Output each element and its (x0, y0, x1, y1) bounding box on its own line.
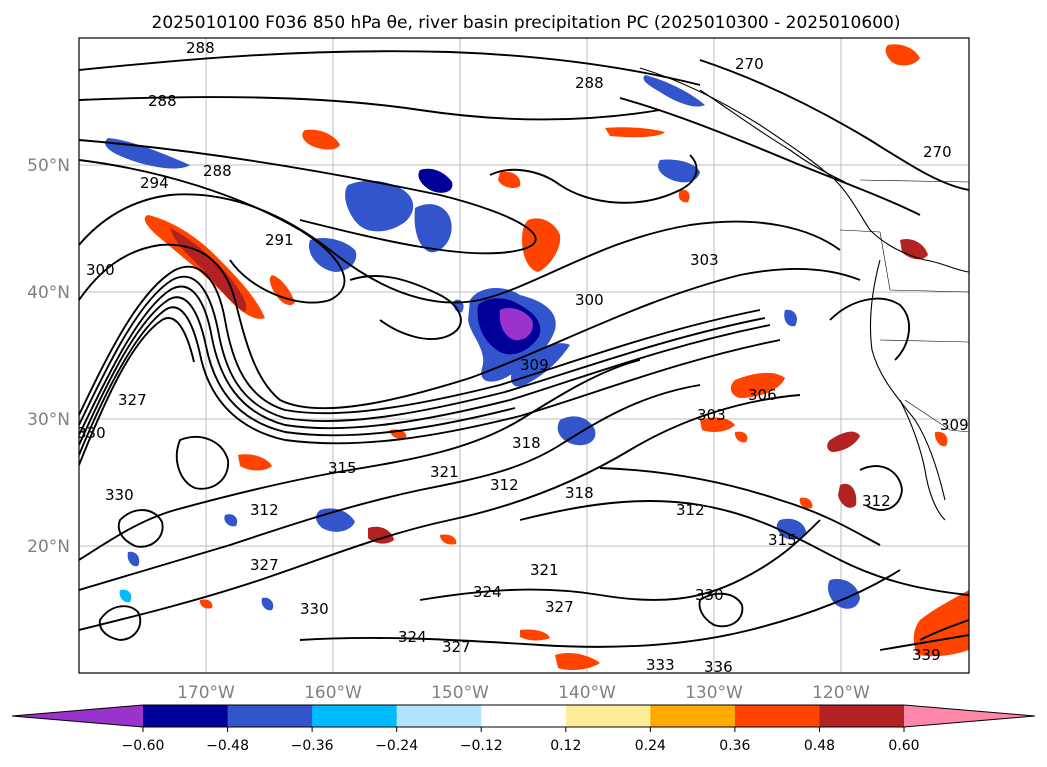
colorbar-bin (396, 705, 482, 727)
colorbar-tick-label: −0.24 (375, 738, 418, 754)
contour-label: 312 (490, 476, 519, 494)
lat-label: 30°N (27, 410, 70, 430)
lon-label: 160°W (304, 683, 362, 703)
contour-label: 330 (300, 600, 329, 618)
lat-label: 40°N (27, 283, 70, 303)
longitude-labels: 170°W 160°W 150°W 140°W 130°W 120°W (177, 683, 870, 703)
colorbar-bin (143, 705, 229, 727)
colorbar-bin (312, 705, 398, 727)
colorbar-tick-label: 0.36 (719, 738, 750, 754)
contour-label: 315 (328, 459, 357, 477)
contour-label: 330 (105, 486, 134, 504)
contour-label: 294 (140, 174, 169, 192)
coastlines (639, 67, 969, 521)
colorbar-bin (565, 705, 651, 727)
colorbar-bin (819, 705, 905, 727)
contour-label: 333 (646, 656, 675, 674)
colorbar-bins (143, 705, 905, 727)
contour-label: 309 (940, 416, 969, 434)
colorbar-tick-label: 0.24 (635, 738, 666, 754)
colorbar-ticks: −0.60 −0.48 −0.36 −0.24 −0.12 0.12 0.24 0.36 0.4… (122, 727, 920, 754)
contour-label: 306 (748, 386, 777, 404)
map-frame (78, 37, 970, 674)
contour-label: 339 (912, 646, 941, 664)
contour-label: 288 (203, 162, 232, 180)
contour-label: 312 (862, 492, 891, 510)
contour-label: 270 (735, 55, 764, 73)
contour-label: 312 (250, 501, 279, 519)
contour-label: 315 (768, 531, 797, 549)
contour-label: 321 (430, 463, 459, 481)
contour-label: 330 (695, 586, 724, 604)
contour-label: 327 (545, 598, 574, 616)
contour-label: 324 (473, 583, 502, 601)
lon-label: 150°W (431, 683, 489, 703)
lon-label: 170°W (177, 683, 235, 703)
contour-label: 312 (676, 501, 705, 519)
map-plot-area (79, 38, 969, 673)
contour-labels: 288 288 288 270 288 270 294 291 300 303 … (77, 39, 969, 676)
colorbar-bin (650, 705, 736, 727)
contour-label: 288 (575, 74, 604, 92)
contour-label: 318 (565, 484, 594, 502)
colorbar-tick-label: 0.60 (888, 738, 919, 754)
colorbar-bin (227, 705, 313, 727)
contour-label: 327 (250, 556, 279, 574)
colorbar-tick-label: −0.48 (206, 738, 249, 754)
precip-shading (105, 44, 969, 671)
contour-label: 327 (442, 638, 471, 656)
lat-label: 20°N (27, 537, 70, 557)
contour-label: 303 (697, 406, 726, 424)
contour-label: 309 (520, 356, 549, 374)
lon-label: 140°W (558, 683, 616, 703)
contour-label: 270 (923, 143, 952, 161)
colorbar-over-triangle (904, 705, 1035, 727)
colorbar-tick-label: −0.60 (122, 738, 165, 754)
contour-label: 330 (77, 424, 106, 442)
lon-label: 130°W (685, 683, 743, 703)
contour-label: 288 (186, 39, 215, 57)
contour-label: 336 (704, 658, 733, 676)
colorbar-tick-label: −0.36 (291, 738, 334, 754)
colorbar-tick-label: −0.12 (460, 738, 503, 754)
contour-label: 300 (86, 261, 115, 279)
colorbar: −0.60 −0.48 −0.36 −0.24 −0.12 0.12 0.24 0.36 0.4… (11, 704, 1036, 754)
colorbar-bin (481, 705, 567, 727)
lat-label: 50°N (27, 156, 70, 176)
latitude-labels: 50°N 40°N 30°N 20°N (27, 156, 70, 557)
contour-label: 321 (530, 561, 559, 579)
contour-label: 327 (118, 391, 147, 409)
contour-label: 318 (512, 434, 541, 452)
contour-label: 291 (265, 231, 294, 249)
contour-label: 300 (575, 291, 604, 309)
colorbar-bin (734, 705, 820, 727)
map-title: 2025010100 F036 850 hPa θe, river basin … (152, 13, 901, 33)
contour-label: 303 (690, 251, 719, 269)
colorbar-under-triangle (12, 705, 143, 727)
lon-label: 120°W (812, 683, 870, 703)
contour-label: 288 (148, 92, 177, 110)
colorbar-tick-label: 0.48 (804, 738, 835, 754)
contour-label: 324 (398, 628, 427, 646)
colorbar-tick-label: 0.12 (550, 738, 581, 754)
theta-e-contours (79, 50, 969, 651)
